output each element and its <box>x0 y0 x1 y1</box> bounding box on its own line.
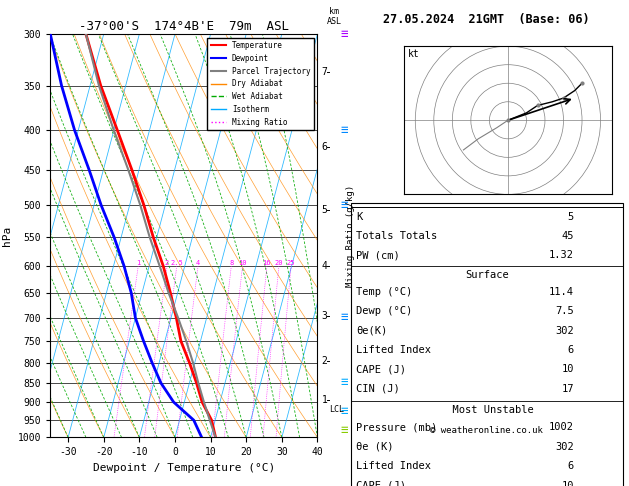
Text: θe(K): θe(K) <box>356 326 387 336</box>
Text: 7.5: 7.5 <box>555 306 574 316</box>
Text: 16: 16 <box>263 260 271 266</box>
Text: kt: kt <box>408 49 420 59</box>
Text: 2.5: 2.5 <box>170 260 183 266</box>
Text: Totals Totals: Totals Totals <box>356 231 438 241</box>
Legend: Temperature, Dewpoint, Parcel Trajectory, Dry Adiabat, Wet Adiabat, Isotherm, Mi: Temperature, Dewpoint, Parcel Trajectory… <box>208 38 314 130</box>
Text: 11.4: 11.4 <box>548 287 574 297</box>
Text: 10: 10 <box>238 260 247 266</box>
Text: 6: 6 <box>567 461 574 471</box>
X-axis label: Dewpoint / Temperature (°C): Dewpoint / Temperature (°C) <box>92 463 275 473</box>
Text: Mixing Ratio (g/kg): Mixing Ratio (g/kg) <box>347 185 355 287</box>
Text: CAPE (J): CAPE (J) <box>356 481 406 486</box>
Text: 1002: 1002 <box>548 422 574 433</box>
Text: 8: 8 <box>229 260 233 266</box>
Text: 20: 20 <box>275 260 283 266</box>
Y-axis label: hPa: hPa <box>3 226 12 246</box>
Text: Surface: Surface <box>465 270 509 279</box>
Text: 10: 10 <box>561 364 574 374</box>
Text: CAPE (J): CAPE (J) <box>356 364 406 374</box>
Text: ≡: ≡ <box>341 377 348 389</box>
Text: 1: 1 <box>136 260 140 266</box>
Text: 4: 4 <box>196 260 200 266</box>
Text: Lifted Index: Lifted Index <box>356 345 431 355</box>
Text: Pressure (mb): Pressure (mb) <box>356 422 438 433</box>
Text: LCL: LCL <box>329 405 344 414</box>
Text: Most Unstable: Most Unstable <box>440 405 533 415</box>
Text: 17: 17 <box>561 384 574 394</box>
Text: ≡: ≡ <box>341 405 348 418</box>
Text: CIN (J): CIN (J) <box>356 384 400 394</box>
Text: 27.05.2024  21GMT  (Base: 06): 27.05.2024 21GMT (Base: 06) <box>384 13 590 26</box>
Text: 1: 1 <box>321 395 328 405</box>
Text: Dewp (°C): Dewp (°C) <box>356 306 413 316</box>
Text: 5: 5 <box>567 211 574 222</box>
Text: ≡: ≡ <box>341 424 348 437</box>
Text: 10: 10 <box>561 481 574 486</box>
Text: K: K <box>356 211 362 222</box>
Title: -37°00'S  174°4B'E  79m  ASL: -37°00'S 174°4B'E 79m ASL <box>79 20 289 33</box>
Text: ≡: ≡ <box>341 28 348 40</box>
Text: 1.32: 1.32 <box>548 250 574 260</box>
Text: 7: 7 <box>321 67 328 77</box>
Text: 6: 6 <box>567 345 574 355</box>
Text: 3: 3 <box>321 312 328 321</box>
Text: ≡: ≡ <box>341 199 348 212</box>
Text: 45: 45 <box>561 231 574 241</box>
Text: 2: 2 <box>165 260 169 266</box>
Text: 5: 5 <box>321 206 328 215</box>
Text: 25: 25 <box>287 260 296 266</box>
Text: 302: 302 <box>555 326 574 336</box>
Text: θe (K): θe (K) <box>356 442 394 452</box>
Text: km
ASL: km ASL <box>326 6 342 26</box>
Text: 302: 302 <box>555 442 574 452</box>
Text: ≡: ≡ <box>341 312 348 324</box>
Text: PW (cm): PW (cm) <box>356 250 400 260</box>
Text: ≡: ≡ <box>341 124 348 137</box>
Text: 4: 4 <box>321 261 328 271</box>
Text: 2: 2 <box>321 356 328 365</box>
Text: © weatheronline.co.uk: © weatheronline.co.uk <box>430 426 543 435</box>
Text: Lifted Index: Lifted Index <box>356 461 431 471</box>
Text: 6: 6 <box>321 142 328 152</box>
Text: Temp (°C): Temp (°C) <box>356 287 413 297</box>
